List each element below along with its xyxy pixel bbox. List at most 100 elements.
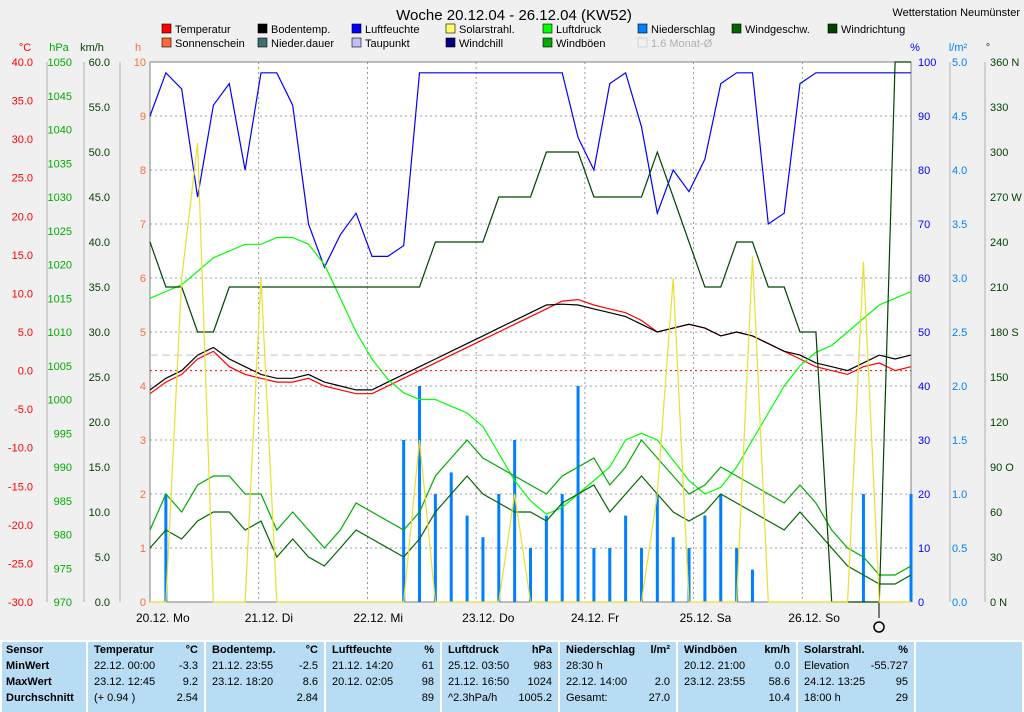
percent-tick-label: 60 <box>918 273 930 285</box>
wind-tick-label: 15.0 <box>89 462 110 474</box>
direction-tick-label: 330 <box>990 102 1008 114</box>
hours-tick-label: 6 <box>140 273 146 285</box>
rain-tick-label: 0.0 <box>952 597 967 609</box>
legend-swatch <box>827 23 838 34</box>
stats-cell-name: Niederschlag <box>566 644 636 656</box>
stats-cell-unit: hPa <box>531 644 552 656</box>
rain-bar <box>592 548 596 602</box>
rain-bar <box>735 548 739 602</box>
wind-tick-label: 30.0 <box>89 327 110 339</box>
bars <box>164 386 913 602</box>
series-line-luftdruck <box>149 236 912 515</box>
legend-item: Luftfeuchte <box>351 23 419 36</box>
temp-tick-label: 20.0 <box>12 211 33 223</box>
stats-row-labels: Sensor MinWert MaxWert Durchschnitt <box>2 642 86 712</box>
stats-cell-unit: % <box>424 644 434 656</box>
stats-cell-name: Windböen <box>684 644 738 656</box>
stats-empty-column <box>916 642 1022 712</box>
direction-axis-unit: ° <box>986 42 990 54</box>
stats-cell-min-time: 28:30 h <box>566 660 603 672</box>
stats-cell-unit: °C <box>185 644 198 656</box>
rain-bar <box>164 494 168 602</box>
percent-tick-label: 0 <box>918 597 924 609</box>
rain-bar <box>655 494 659 602</box>
weather-chart: Woche 20.12.04 - 26.12.04 (KW52) Wetters… <box>8 7 1022 633</box>
x-weekday-label: Di <box>282 611 293 625</box>
hours-tick-label: 8 <box>140 165 146 177</box>
pressure-tick-label: 1010 <box>48 327 72 339</box>
x-weekday-label: Sa <box>717 611 732 625</box>
rain-bar <box>624 515 628 602</box>
percent-tick-label: 40 <box>918 381 930 393</box>
pressure-tick-label: 1040 <box>48 125 72 137</box>
stats-column: Luftdruck hPa 25.12. 03:50 983 21.12. 16:50 1… <box>442 642 558 712</box>
temp-tick-label: 0.0 <box>18 366 33 378</box>
legend-swatch <box>161 37 172 48</box>
stats-column: Solarstrahl.% Elevation -55.727 24.12. 13:2… <box>798 642 914 712</box>
stats-cell-avg-val: 27.0 <box>648 692 670 704</box>
stats-column: Niederschlag l/m² 28:30 h 22.12. 14:00 2.0 Ge… <box>560 642 676 712</box>
percent-tick-label: 20 <box>918 489 930 501</box>
stats-column: Bodentemp. °C 21.12. 23:55 -2.5 23.12. 18:20… <box>206 642 324 712</box>
x-axis-labels: 20.12. Mo 21.12. Di 22.12. Mi 23.12. Do 24.12. Fr… <box>136 611 840 625</box>
hours-axis-unit: h <box>135 42 141 54</box>
hours-tick-label: 3 <box>140 435 146 447</box>
x-date-label: 23.12. <box>462 611 495 625</box>
rain-tick-label: 3.5 <box>952 219 967 231</box>
x-date-label: 22.12. <box>353 611 386 625</box>
temp-axis-unit: °C <box>19 42 31 54</box>
rain-tick-label: 2.5 <box>952 327 967 339</box>
wind-tick-label: 10.0 <box>89 507 110 519</box>
x-weekday-label: Mo <box>173 611 190 625</box>
direction-tick-label: 90 O <box>990 462 1014 474</box>
stats-cell-min-val: -2.5 <box>299 660 318 672</box>
stats-cell-max-val: 1024 <box>527 676 552 688</box>
rain-tick-label: 2.0 <box>952 381 967 393</box>
x-date-label: 21.12. <box>245 611 278 625</box>
temp-tick-label: 10.0 <box>12 288 33 300</box>
temp-tick-label: 40.0 <box>12 57 33 69</box>
temp-tick-label: 35.0 <box>12 96 33 108</box>
stats-cell-min-val: 61 <box>421 660 434 672</box>
x-date-label: 20.12. <box>136 611 169 625</box>
pressure-tick-label: 980 <box>54 530 72 542</box>
temp-tick-label: 25.0 <box>12 173 33 185</box>
stats-cell-avg-time: Gesamt: <box>566 692 608 704</box>
rain-bar <box>703 515 707 602</box>
legend-swatch <box>542 37 553 48</box>
hours-tick-label: 4 <box>140 381 146 393</box>
station-name: Wetterstation Neumünster <box>892 7 1020 19</box>
rain-tick-label: 0.5 <box>952 543 967 555</box>
rain-bar <box>497 494 501 602</box>
stats-cell-max-time: 23.12. 18:20 <box>212 676 274 688</box>
stats-cell-avg-val: 2.84 <box>296 692 318 704</box>
stats-cell-unit: °C <box>305 644 318 656</box>
pressure-tick-label: 1035 <box>48 158 72 170</box>
rain-bar <box>608 548 612 602</box>
stats-cell-max-time: 21.12. 16:50 <box>448 676 510 688</box>
rain-bar <box>481 537 485 602</box>
series-line-windgeschw <box>149 475 912 585</box>
wind-tick-label: 60.0 <box>89 57 110 69</box>
legend-swatch <box>637 23 648 34</box>
legend-label: Nieder.dauer <box>271 38 334 50</box>
row-label-min: MinWert <box>6 660 50 672</box>
rain-tick-label: 1.5 <box>952 435 967 447</box>
wind-tick-label: 0.0 <box>95 597 110 609</box>
temp-tick-label: 5.0 <box>18 327 33 339</box>
legend-label: Niederschlag <box>651 24 715 36</box>
legend-label: Temperatur <box>175 24 231 36</box>
stats-cell-min-time: Elevation <box>804 660 850 672</box>
legend-swatch <box>257 37 268 48</box>
legend-item: Luftdruck <box>542 23 602 36</box>
wind-tick-label: 25.0 <box>89 372 110 384</box>
legend-label: Bodentemp. <box>271 24 330 36</box>
legend-swatch <box>542 23 553 34</box>
direction-tick-label: 120 <box>990 417 1008 429</box>
stats-cell-unit: % <box>898 644 908 656</box>
stats-cell-min-val: 983 <box>533 660 552 672</box>
legend-swatch <box>731 23 742 34</box>
series-line-luftfeuchte <box>149 71 911 269</box>
direction-tick-label: 60 <box>990 507 1002 519</box>
pressure-tick-label: 1025 <box>48 226 72 238</box>
